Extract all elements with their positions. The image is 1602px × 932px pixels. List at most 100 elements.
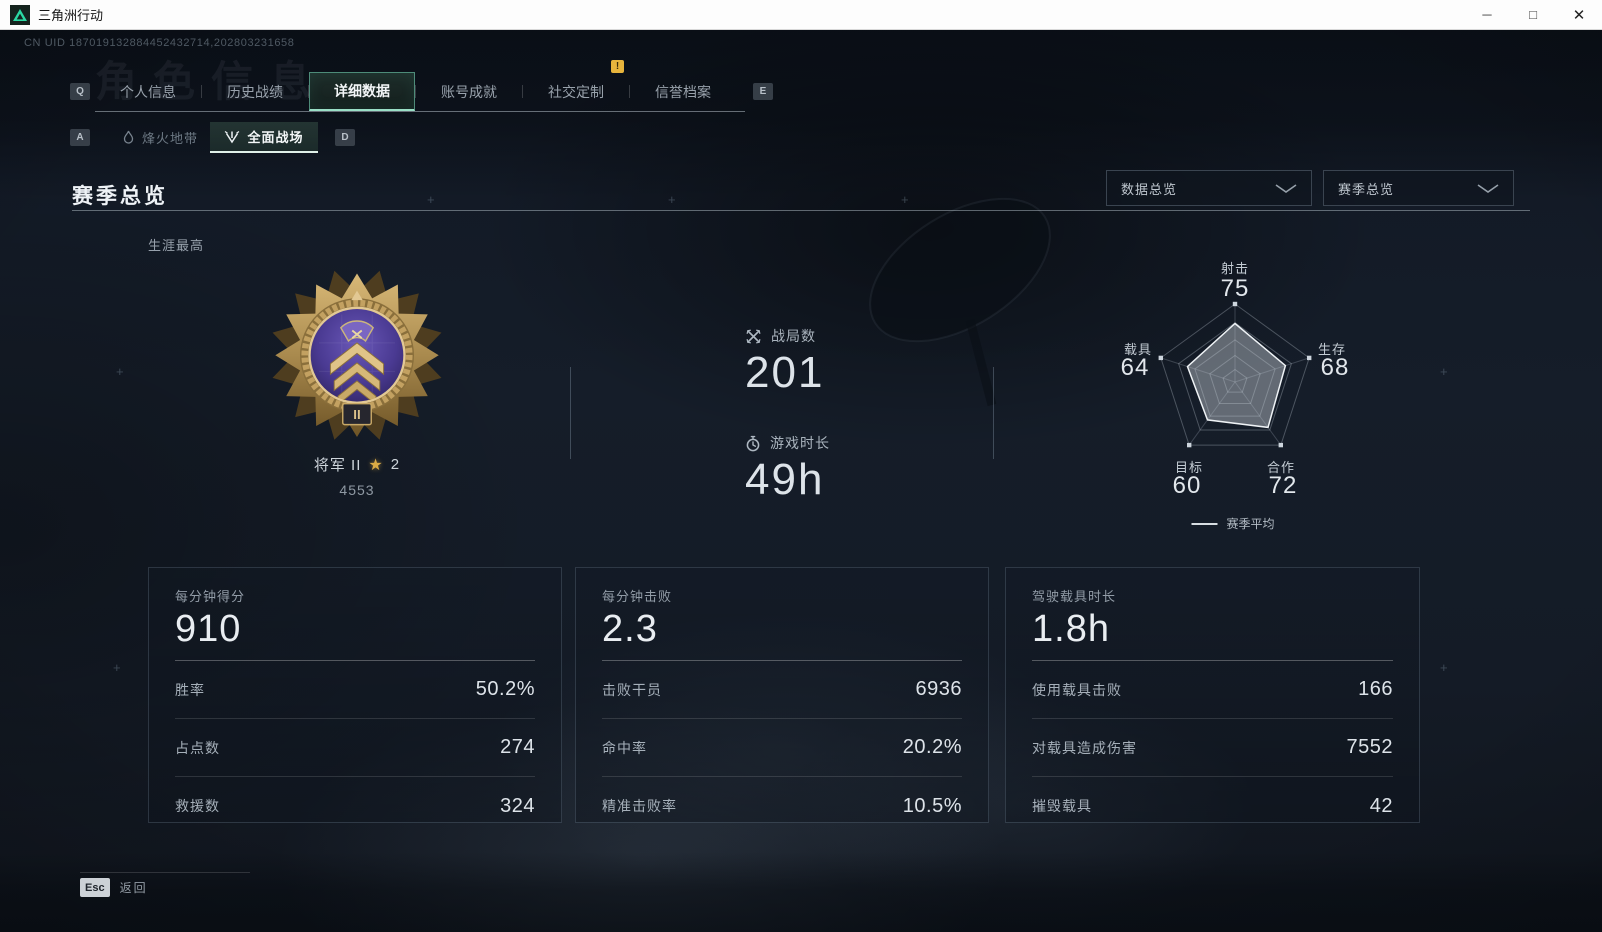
radar-axis [1234,357,1310,383]
minimize-icon: ─ [1482,7,1492,22]
dropdown-value: 数据总览 [1121,181,1178,197]
back-label: 返回 [119,881,148,895]
tab-label: 信誉档案 [655,83,711,100]
divider [993,367,994,459]
radar-axis-marker [1158,355,1163,361]
main-area: 角色信息 CN UID 187019132884452432714,202803… [0,30,1602,932]
radar-axis [1234,381,1282,446]
radar-grid-ring [1222,368,1248,393]
close-button[interactable]: ✕ [1556,0,1602,30]
row-label: 使用载具击败 [1032,681,1122,698]
radar-chart: 射击 75 生存 68 合作 72 目标 60 载具 64 赛季平均 [1040,220,1430,550]
radar-value: 68 [1320,354,1350,381]
radar-value: 72 [1268,472,1298,499]
plus-decoration: + [113,660,121,675]
stat-row: 占点数 274 [175,719,535,777]
tab-social-customization[interactable]: 社交定制 ! [523,60,629,111]
divider [570,367,571,459]
row-label: 救援数 [175,798,220,814]
battle-count-stat: 战局数 201 [745,326,824,398]
tab-label: 个人信息 [120,83,176,100]
legend-line-icon [1191,522,1218,525]
minimize-button[interactable]: ─ [1464,0,1510,30]
radar-grid-ring [1209,354,1261,404]
stat-row: 击败干员 6936 [602,661,962,719]
card-title: 每分钟击败 [602,589,673,604]
rank-medal: II [262,265,452,455]
divider [72,210,1530,211]
key-hint-e: E [753,83,773,100]
radar-axis-marker [1278,442,1283,448]
stat-row: 命中率 20.2% [602,719,962,777]
radar-grid-ring [1160,303,1310,446]
divider [415,85,416,98]
radar-value: 75 [1220,275,1250,302]
dropdown-value: 赛季总览 [1338,181,1395,197]
plus-decoration: + [901,192,909,207]
plus-decoration: + [668,192,676,207]
radar-axis-marker [1307,355,1312,361]
bottom-shade [0,852,1602,932]
row-label: 胜率 [175,681,205,698]
stat-row: 摧毁载具 42 [1032,777,1393,822]
radar-category: 射击 [1220,261,1250,276]
card-title: 每分钟得分 [175,589,246,604]
card-value: 2.3 [602,608,658,650]
row-label: 对载具造成伤害 [1032,739,1137,756]
row-value: 10.5% [902,794,962,817]
radar-grid-ring [1178,322,1292,431]
subtab-label: 全面战场 [247,130,304,145]
rank-score: 4553 [339,482,375,498]
radar-value: 60 [1172,472,1202,499]
maximize-button[interactable]: □ [1510,0,1556,30]
divider [201,85,202,98]
tab-history-record[interactable]: 历史战绩 [202,72,308,111]
page-title: 赛季总览 [72,185,168,208]
back-button[interactable]: Esc 返回 [80,878,148,897]
radar-legend: 赛季平均 [1191,515,1275,532]
row-label: 命中率 [602,739,647,756]
tab-reputation-file[interactable]: 信誉档案 [630,72,736,111]
radar-axis [1188,381,1236,446]
card-value: 1.8h [1032,608,1110,650]
legend-label: 赛季平均 [1226,517,1275,531]
radar-data-polygon [1186,322,1287,429]
stat-row: 对载具造成伤害 7552 [1032,719,1393,777]
score-card: 每分钟得分 910 胜率 50.2% 占点数 274 救援数 324 [148,567,562,823]
subtab-label: 烽火地带 [141,131,198,146]
row-value: 166 [1358,678,1393,700]
tab-label: 账号成就 [441,83,497,100]
notification-badge: ! [611,60,624,73]
play-time-stat: 游戏时长 49h [745,433,830,505]
delta-logo-icon [10,4,30,25]
data-overview-dropdown[interactable]: 数据总览 [1106,170,1312,206]
window-titlebar: 三角洲行动 ─ □ ✕ [0,0,1602,30]
vehicle-card: 驾驶载具时长 1.8h 使用载具击败 166 对载具造成伤害 7552 摧毁载具… [1005,567,1420,823]
tab-personal-info[interactable]: 个人信息 [95,72,201,111]
battlefield-insignia-icon [225,130,240,143]
radar-category: 合作 [1266,460,1296,475]
star-icon: ★ [368,456,384,474]
tab-detailed-data[interactable]: 详细数据 [309,72,415,111]
medal-tier: II [353,407,360,422]
season-overview-dropdown[interactable]: 赛季总览 [1323,170,1514,206]
crossed-swords-icon [746,329,761,343]
tab-account-achievements[interactable]: 账号成就 [416,72,522,111]
radar-value: 64 [1120,354,1150,381]
divider [80,872,250,873]
radar-axis-marker [1232,301,1238,307]
rank-star-count: 2 [390,456,401,473]
radar-category: 生存 [1317,342,1347,357]
row-value: 50.2% [475,678,535,700]
card-value: 910 [175,608,242,650]
key-hint-q: Q [70,83,90,100]
subtab-full-battlefield[interactable]: 全面战场 [210,122,318,153]
card-title: 驾驶载具时长 [1032,589,1117,604]
chevron-down-icon [1275,183,1297,193]
row-value: 324 [500,794,535,817]
window-title: 三角洲行动 [38,8,104,23]
row-value: 274 [500,736,535,758]
subtab-fire-zone[interactable]: 烽火地带 [105,122,215,153]
radar-category: 目标 [1174,460,1204,475]
radar-category: 载具 [1123,342,1153,357]
